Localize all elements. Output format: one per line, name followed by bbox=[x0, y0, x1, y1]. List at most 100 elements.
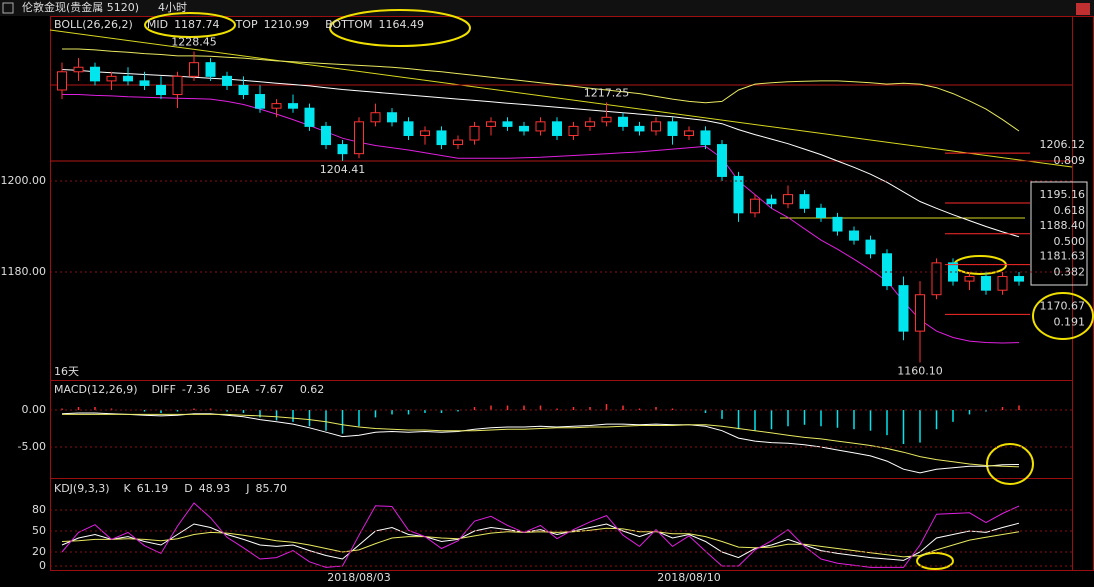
candle-body bbox=[238, 84, 249, 96]
legend-value: 48.93 bbox=[199, 482, 231, 495]
candle-body bbox=[931, 262, 942, 296]
fib-box bbox=[1030, 181, 1088, 286]
fib-price: 1188.40 bbox=[1040, 219, 1086, 232]
indicator-line bbox=[62, 48, 1020, 132]
candle-body bbox=[288, 103, 298, 109]
candle-body bbox=[816, 207, 826, 218]
candle-body bbox=[832, 216, 843, 232]
candle-body bbox=[997, 276, 1008, 291]
candle-body bbox=[57, 71, 67, 91]
candle-body bbox=[535, 121, 546, 132]
candle-body bbox=[139, 80, 150, 86]
legend-name: D bbox=[184, 482, 192, 495]
candle-body bbox=[552, 121, 562, 136]
candle-body bbox=[337, 144, 348, 155]
fib-ratio: 0.500 bbox=[1054, 235, 1086, 248]
candle-body bbox=[981, 276, 991, 291]
candle-body bbox=[90, 66, 100, 82]
candle-body bbox=[420, 130, 430, 136]
candle-body bbox=[222, 75, 232, 86]
candle-body bbox=[667, 121, 678, 136]
candle-body bbox=[172, 75, 183, 96]
fib-ratio: 0.809 bbox=[1054, 154, 1086, 167]
y-tick-label: 80 bbox=[32, 503, 46, 516]
trendline bbox=[49, 29, 1073, 168]
y-tick-label: 1180.00 bbox=[1, 265, 47, 278]
legend-name: J bbox=[245, 482, 249, 495]
y-tick-label: 50 bbox=[32, 524, 46, 537]
legend-name: TOP bbox=[235, 18, 258, 31]
candle-body bbox=[948, 262, 958, 282]
candle-body bbox=[205, 62, 216, 77]
candle-body bbox=[106, 75, 117, 82]
note: 16天 bbox=[54, 365, 79, 378]
indicator-line bbox=[61, 69, 1020, 238]
candle-body bbox=[304, 107, 315, 127]
indicator-line bbox=[61, 522, 1020, 561]
candle-body bbox=[865, 239, 876, 255]
legend-value: 61.19 bbox=[137, 482, 169, 495]
candle-body bbox=[915, 294, 925, 332]
fib-price: 1195.16 bbox=[1040, 188, 1086, 201]
fib-price: 1181.63 bbox=[1040, 250, 1086, 263]
candle-body bbox=[453, 139, 463, 146]
fib-ratio: 0.191 bbox=[1054, 315, 1086, 328]
y-tick-label: 0 bbox=[39, 559, 46, 572]
candle-body bbox=[651, 121, 661, 132]
plot-area bbox=[57, 48, 1024, 363]
candle-body bbox=[585, 121, 595, 127]
fib-ratio: 0.618 bbox=[1054, 204, 1086, 217]
close-button[interactable] bbox=[1076, 3, 1090, 15]
candle-body bbox=[354, 121, 364, 155]
candle-body bbox=[1014, 276, 1024, 282]
candle-body bbox=[486, 121, 496, 127]
x-tick-label: 2018/08/03 bbox=[327, 571, 390, 584]
indicator-name: KDJ(9,3,3) bbox=[54, 482, 110, 495]
price-annotation: 1217.25 bbox=[584, 86, 630, 99]
candle-body bbox=[568, 125, 579, 136]
candle-body bbox=[436, 130, 447, 146]
legend-name: DEA bbox=[226, 383, 249, 396]
legend-name: BOTTOM bbox=[325, 18, 372, 31]
candle-body bbox=[964, 276, 975, 282]
y-tick-label: 0.00 bbox=[22, 403, 47, 416]
legend-name: DIFF bbox=[152, 383, 176, 396]
legend-value: 0.62 bbox=[300, 383, 325, 396]
candle-body bbox=[519, 125, 529, 132]
candle-body bbox=[123, 75, 133, 82]
candle-body bbox=[750, 198, 760, 214]
plot-area bbox=[61, 502, 1020, 568]
panel-frames bbox=[50, 16, 1094, 571]
instrument-title: 伦敦金现(贵金属 5120) bbox=[22, 0, 139, 14]
candle-body bbox=[684, 130, 694, 136]
candle-body bbox=[799, 194, 810, 209]
period[interactable]: 4小时 bbox=[158, 1, 187, 14]
candle-body bbox=[403, 121, 414, 136]
header-bar bbox=[0, 0, 1094, 16]
menu-icon[interactable] bbox=[2, 2, 14, 14]
y-tick-label: 1200.00 bbox=[1, 174, 47, 187]
candle-body bbox=[700, 130, 711, 146]
indicator-name: MACD(12,26,9) bbox=[54, 383, 138, 396]
price-annotation: 1160.10 bbox=[897, 365, 943, 378]
fib-ratio: 0.382 bbox=[1054, 266, 1086, 279]
candle-body bbox=[271, 103, 282, 109]
candle-body bbox=[634, 125, 645, 132]
candle-body bbox=[156, 84, 166, 96]
candle-body bbox=[882, 253, 892, 287]
price-annotation: 1204.41 bbox=[320, 163, 366, 176]
candle-body bbox=[783, 194, 793, 205]
candle-body bbox=[733, 175, 744, 214]
candle-body bbox=[387, 112, 397, 123]
indicator-line bbox=[61, 412, 1020, 474]
candle-body bbox=[370, 112, 381, 123]
indicator-name: BOLL(26,26,2) bbox=[54, 18, 133, 31]
candle-body bbox=[469, 125, 480, 141]
candle-body bbox=[849, 230, 859, 241]
indicator-line bbox=[62, 413, 1020, 468]
legend-value: 85.70 bbox=[255, 482, 287, 495]
legend-name: K bbox=[124, 482, 132, 495]
candle-body bbox=[601, 116, 612, 123]
price-annotation: 1228.45 bbox=[171, 36, 217, 49]
